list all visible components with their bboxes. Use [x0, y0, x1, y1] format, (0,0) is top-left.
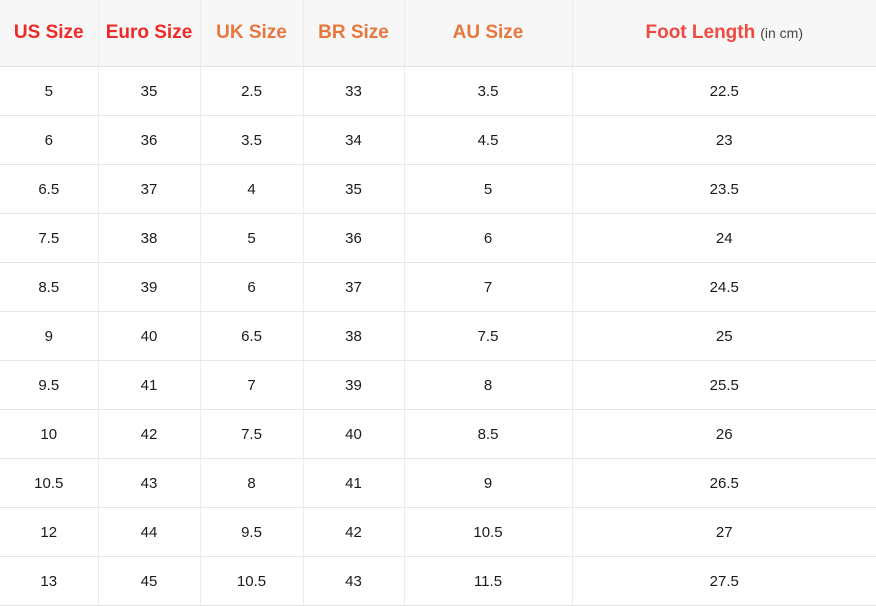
cell-au: 4.5 — [404, 115, 573, 165]
column-header-au: AU Size — [404, 0, 573, 67]
cell-au: 8 — [404, 360, 573, 410]
column-header-euro: Euro Size — [98, 0, 201, 67]
table-row: 7.5 38 5 36 6 24 — [0, 213, 876, 263]
cell-foot_length: 26 — [572, 409, 876, 459]
cell-br: 39 — [303, 360, 405, 410]
column-header-label: Euro Size — [105, 22, 193, 44]
cell-us: 10 — [0, 409, 99, 459]
cell-us: 6 — [0, 115, 99, 165]
cell-foot_length: 22.5 — [572, 66, 876, 116]
table-body: 5 35 2.5 33 3.5 22.5 6 36 3.5 34 4.5 23 6.5 37 4 35 5 23.… — [0, 66, 876, 606]
table-row: 9.5 41 7 39 8 25.5 — [0, 360, 876, 410]
cell-uk: 7.5 — [200, 409, 304, 459]
cell-euro: 38 — [98, 213, 201, 263]
cell-br: 42 — [303, 507, 405, 557]
column-header-label: AU Size — [452, 22, 524, 44]
cell-uk: 9.5 — [200, 507, 304, 557]
cell-us: 9.5 — [0, 360, 99, 410]
cell-br: 40 — [303, 409, 405, 459]
cell-foot_length: 26.5 — [572, 458, 876, 508]
cell-au: 9 — [404, 458, 573, 508]
cell-euro: 39 — [98, 262, 201, 312]
cell-euro: 42 — [98, 409, 201, 459]
table-header: US Size Euro Size UK Size BR Size AU Size Foo… — [0, 0, 876, 67]
cell-au: 6 — [404, 213, 573, 263]
column-header-uk: UK Size — [200, 0, 304, 67]
cell-br: 34 — [303, 115, 405, 165]
table-row: 9 40 6.5 38 7.5 25 — [0, 311, 876, 361]
column-header-us: US Size — [0, 0, 99, 67]
cell-foot_length: 24.5 — [572, 262, 876, 312]
table-row: 5 35 2.5 33 3.5 22.5 — [0, 66, 876, 116]
cell-au: 7.5 — [404, 311, 573, 361]
cell-us: 7.5 — [0, 213, 99, 263]
table-row: 6 36 3.5 34 4.5 23 — [0, 115, 876, 165]
cell-uk: 2.5 — [200, 66, 304, 116]
cell-uk: 6.5 — [200, 311, 304, 361]
cell-uk: 3.5 — [200, 115, 304, 165]
cell-foot_length: 25.5 — [572, 360, 876, 410]
cell-euro: 35 — [98, 66, 201, 116]
cell-uk: 4 — [200, 164, 304, 214]
cell-euro: 41 — [98, 360, 201, 410]
column-header-label: Foot Length — [645, 22, 756, 44]
cell-us: 13 — [0, 556, 99, 606]
cell-foot_length: 27.5 — [572, 556, 876, 606]
cell-br: 41 — [303, 458, 405, 508]
cell-foot_length: 23.5 — [572, 164, 876, 214]
column-header-label: US Size — [13, 22, 84, 44]
cell-uk: 8 — [200, 458, 304, 508]
cell-au: 3.5 — [404, 66, 573, 116]
cell-us: 9 — [0, 311, 99, 361]
column-header-label: UK Size — [216, 22, 287, 44]
cell-br: 37 — [303, 262, 405, 312]
cell-br: 38 — [303, 311, 405, 361]
cell-euro: 43 — [98, 458, 201, 508]
header-row: US Size Euro Size UK Size BR Size AU Size Foo… — [0, 0, 876, 67]
cell-us: 12 — [0, 507, 99, 557]
cell-euro: 44 — [98, 507, 201, 557]
cell-br: 36 — [303, 213, 405, 263]
column-header-foot_length: Foot Length (in cm) — [572, 0, 876, 67]
cell-uk: 5 — [200, 213, 304, 263]
table-row: 6.5 37 4 35 5 23.5 — [0, 164, 876, 214]
cell-au: 7 — [404, 262, 573, 312]
cell-au: 5 — [404, 164, 573, 214]
cell-euro: 45 — [98, 556, 201, 606]
cell-euro: 40 — [98, 311, 201, 361]
cell-us: 6.5 — [0, 164, 99, 214]
table-row: 13 45 10.5 43 11.5 27.5 — [0, 556, 876, 606]
cell-br: 35 — [303, 164, 405, 214]
cell-us: 5 — [0, 66, 99, 116]
table-row: 10.5 43 8 41 9 26.5 — [0, 458, 876, 508]
cell-au: 10.5 — [404, 507, 573, 557]
cell-us: 8.5 — [0, 262, 99, 312]
cell-euro: 37 — [98, 164, 201, 214]
cell-foot_length: 25 — [572, 311, 876, 361]
cell-uk: 10.5 — [200, 556, 304, 606]
cell-foot_length: 24 — [572, 213, 876, 263]
cell-us: 10.5 — [0, 458, 99, 508]
cell-uk: 6 — [200, 262, 304, 312]
cell-foot_length: 27 — [572, 507, 876, 557]
cell-br: 33 — [303, 66, 405, 116]
column-header-note: (in cm) — [760, 25, 804, 42]
table-row: 12 44 9.5 42 10.5 27 — [0, 507, 876, 557]
cell-au: 11.5 — [404, 556, 573, 606]
cell-euro: 36 — [98, 115, 201, 165]
column-header-label: BR Size — [318, 22, 389, 44]
column-header-br: BR Size — [303, 0, 405, 67]
table-row: 8.5 39 6 37 7 24.5 — [0, 262, 876, 312]
cell-foot_length: 23 — [572, 115, 876, 165]
cell-br: 43 — [303, 556, 405, 606]
table-row: 10 42 7.5 40 8.5 26 — [0, 409, 876, 459]
cell-uk: 7 — [200, 360, 304, 410]
cell-au: 8.5 — [404, 409, 573, 459]
